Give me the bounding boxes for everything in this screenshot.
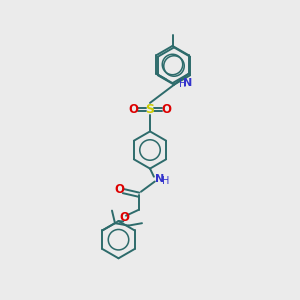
Text: S: S [146,103,154,116]
Text: N: N [183,78,193,88]
Text: O: O [161,103,172,116]
Text: N: N [155,174,165,184]
Text: H: H [179,79,186,89]
Text: O: O [128,103,139,116]
Text: H: H [162,176,169,187]
Text: O: O [114,183,124,196]
Text: O: O [119,211,130,224]
